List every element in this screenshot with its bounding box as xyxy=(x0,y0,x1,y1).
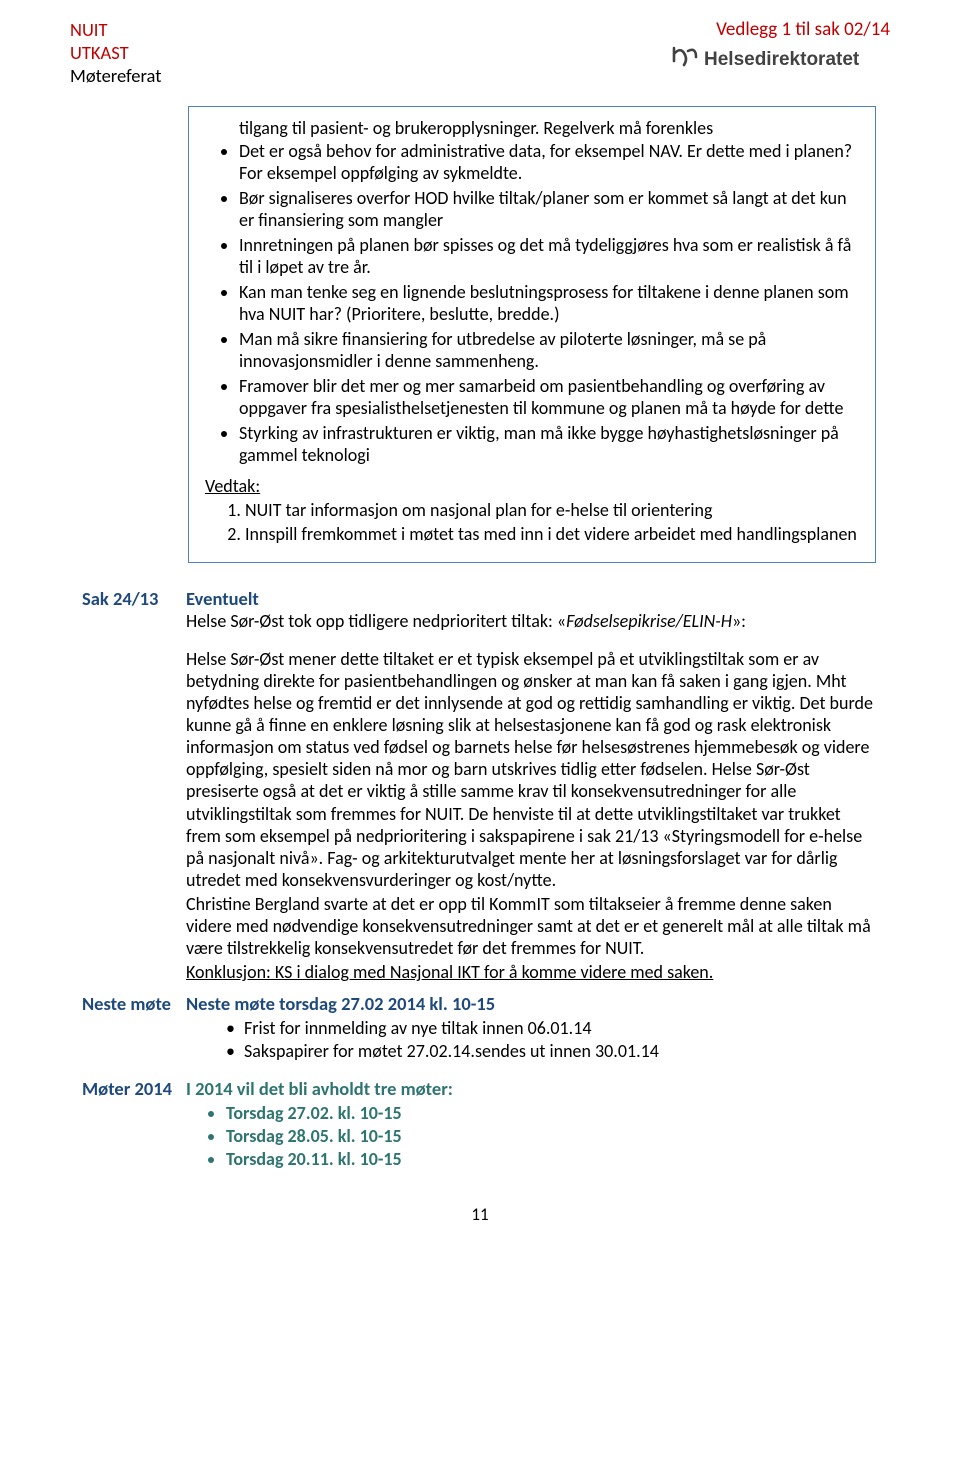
moter-title: I 2014 vil det bli avholdt tre møter: xyxy=(186,1077,876,1100)
neste-list: Frist for innmelding av nye tiltak innen… xyxy=(186,1017,876,1063)
moter-item: Torsdag 28.05. kl. 10-15 xyxy=(226,1125,876,1148)
moter-item: Torsdag 27.02. kl. 10-15 xyxy=(226,1102,876,1125)
intro-pre: Helse Sør-Øst tok opp tidligere nedprior… xyxy=(186,610,566,632)
vedtak-heading: Vedtak: xyxy=(205,475,859,497)
bullet: Bør signaliseres overfor HOD hvilke tilt… xyxy=(239,187,859,232)
vedtak-list: NUIT tar informasjon om nasjonal plan fo… xyxy=(205,499,859,546)
hdr-moteref: Møtereferat xyxy=(70,64,161,87)
vedtak-item: NUIT tar informasjon om nasjonal plan fo… xyxy=(245,499,859,522)
hdr-utkast: UTKAST xyxy=(70,41,161,64)
neste-item: Sakspapirer for møtet 27.02.14.sendes ut… xyxy=(226,1040,876,1063)
helsedirektoratet-logo: Helsedirektoratet xyxy=(670,45,890,78)
sak-para1: Helse Sør-Øst mener dette tiltaket er et… xyxy=(186,648,876,891)
bullet: Kan man tenke seg en lignende beslutning… xyxy=(239,281,859,326)
bullet: Det er også behov for administrative dat… xyxy=(239,140,859,185)
sak-label: Sak 24/13 xyxy=(82,587,186,610)
boxed-section: tilgang til pasient- og brukeropplysning… xyxy=(188,106,876,563)
hdr-attachment: Vedlegg 1 til sak 02/14 xyxy=(670,18,890,41)
bullet: Styrking av infrastrukturen er viktig, m… xyxy=(239,422,859,467)
vedtak-item: Innspill fremkommet i møtet tas med inn … xyxy=(245,523,859,546)
box-bullets: Det er også behov for administrative dat… xyxy=(205,140,859,467)
sak-title: Eventuelt xyxy=(186,587,876,610)
page: NUIT UTKAST Møtereferat Vedlegg 1 til sa… xyxy=(0,0,960,1245)
intro-ital: Fødselsepikrise/ELIN-H xyxy=(566,610,732,632)
moter-item: Torsdag 20.11. kl. 10-15 xyxy=(226,1148,876,1171)
page-number: 11 xyxy=(70,1204,890,1225)
intro-tail: »: xyxy=(732,610,746,632)
neste-label: Neste møte xyxy=(82,992,186,1015)
page-header: NUIT UTKAST Møtereferat Vedlegg 1 til sa… xyxy=(70,18,890,106)
bullet: Framover blir det mer og mer samarbeid o… xyxy=(239,375,859,420)
moter-list: Torsdag 27.02. kl. 10-15 Torsdag 28.05. … xyxy=(186,1102,876,1172)
neste-title: Neste møte torsdag 27.02 2014 kl. 10-15 xyxy=(186,992,876,1015)
sak-konkl: Konklusjon: KS i dialog med Nasjonal IKT… xyxy=(186,961,876,983)
neste-item: Frist for innmelding av nye tiltak innen… xyxy=(226,1017,876,1040)
moter-label: Møter 2014 xyxy=(82,1077,186,1100)
sak-para2: Christine Bergland svarte at det er opp … xyxy=(186,893,876,959)
sak-intro: Helse Sør-Øst tok opp tidligere nedprior… xyxy=(186,610,876,632)
logo-text: Helsedirektoratet xyxy=(704,49,860,70)
bullet: Man må sikre finansiering for utbredelse… xyxy=(239,328,859,373)
header-left: NUIT UTKAST Møtereferat xyxy=(70,18,161,87)
header-right: Vedlegg 1 til sak 02/14 Helsedirektorate… xyxy=(670,18,890,78)
hdr-nuit: NUIT xyxy=(70,18,161,41)
content: tilgang til pasient- og brukeropplysning… xyxy=(70,106,890,1172)
pre-line: tilgang til pasient- og brukeropplysning… xyxy=(205,117,859,140)
bullet: Innretningen på planen bør spisses og de… xyxy=(239,234,859,279)
